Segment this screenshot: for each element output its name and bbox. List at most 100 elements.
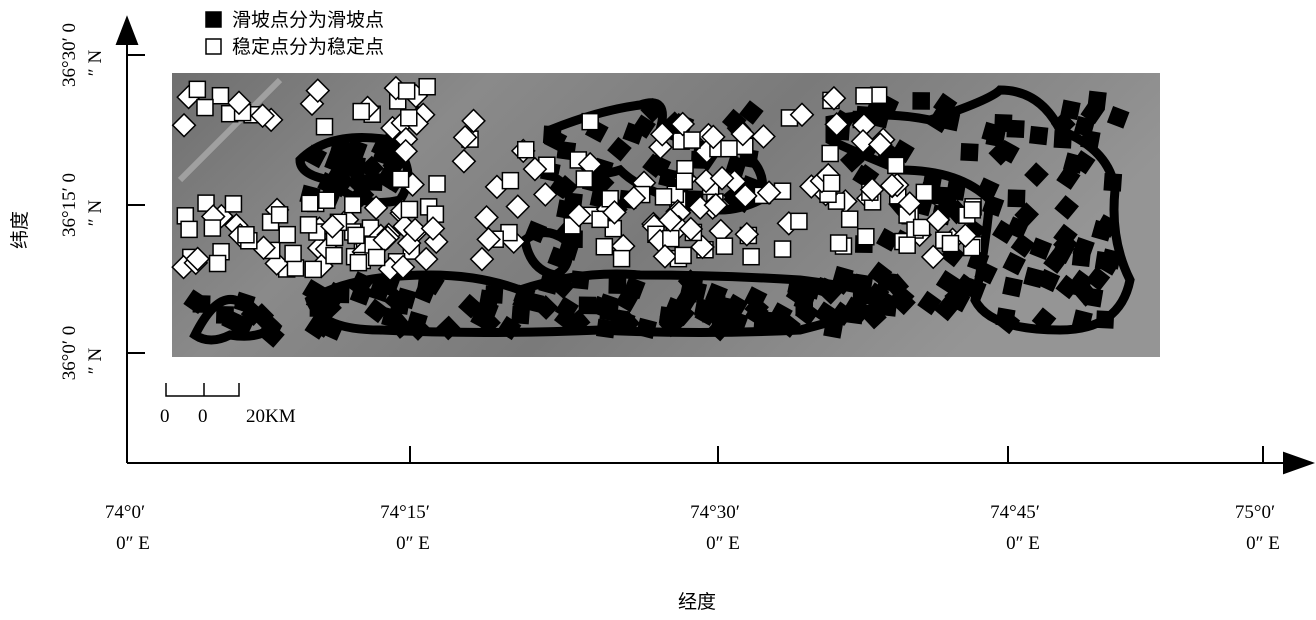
map-figure: 0 0 20KM 滑坡点分为滑坡点 稳定点分为稳定点 经度 纬度 74°0′0″… [0,0,1316,615]
point [1104,174,1121,191]
point [401,110,417,126]
y-tick-label: ″ N [85,200,106,227]
point [609,277,625,293]
point [181,221,197,237]
y-tick-label: 36°0′ 0 [59,326,80,381]
y-tick-label: ″ N [85,348,106,375]
point [502,173,518,189]
point [1072,278,1091,297]
point [596,239,612,255]
point [845,306,863,324]
point [310,300,326,316]
point [684,132,700,148]
point [1008,190,1024,206]
x-tick-label: 0″ E [1246,533,1280,554]
scale-bar [166,383,239,396]
point [353,104,369,120]
point [913,93,929,109]
point [418,273,436,291]
point [326,248,342,264]
point [559,240,579,260]
x-tick-label: 74°15′ [380,502,430,523]
point [1102,249,1121,268]
point [871,87,887,103]
point [319,192,335,208]
x-tick-label: 0″ E [706,533,740,554]
point [212,88,228,104]
point [916,184,932,200]
y-tick-label: 36°30′ 0 [59,23,80,87]
point [637,319,657,339]
point [888,157,904,173]
point [272,207,288,223]
legend-label: 滑坡点分为滑坡点 [232,9,384,31]
point [831,235,847,251]
point [1097,311,1114,328]
point [197,100,213,116]
point [524,293,543,312]
point [721,141,737,157]
point [345,197,361,213]
point [1092,221,1112,241]
point [225,196,241,212]
point [301,217,317,233]
point [1073,310,1092,329]
point [285,245,301,261]
x-tick-label: 74°0′ [105,502,145,523]
y-tick-label: ″ N [85,50,106,77]
scale-label: 0 [198,406,208,427]
x-axis-label: 经度 [678,591,716,613]
point [350,255,366,271]
point [1030,127,1048,145]
point [822,145,838,161]
point [305,261,321,277]
point [614,251,630,267]
point [791,213,807,229]
x-tick-label: 74°30′ [690,502,740,523]
point [429,176,445,192]
point [576,171,592,187]
point [986,128,1005,147]
point [393,171,409,187]
point [539,274,559,294]
point [675,247,691,263]
point [391,296,409,314]
point [210,256,226,272]
scale-label: 20KM [246,406,296,427]
point [348,227,364,243]
point [1054,131,1071,148]
legend-label: 稳定点分为稳定点 [232,36,384,58]
point [1003,277,1022,296]
point [663,231,679,247]
point [518,142,534,158]
legend-swatch [206,12,221,27]
point [961,144,978,161]
point [846,273,865,292]
point [766,313,783,330]
point [1061,100,1080,119]
point [856,88,872,104]
point [399,83,415,99]
point [942,236,958,252]
x-tick-label: 0″ E [116,533,150,554]
point [579,297,595,313]
x-tick-label: 75°0′ [1235,502,1275,523]
point [582,114,598,130]
point [419,79,435,95]
point [571,271,589,289]
x-tick-label: 74°45′ [990,502,1040,523]
point [597,320,615,338]
point [964,202,980,218]
point [480,290,498,308]
y-axis-label: 纬度 [9,211,31,249]
point [1007,120,1024,137]
x-tick-label: 0″ E [1006,533,1040,554]
point [279,227,295,243]
point [676,173,692,189]
point [899,237,915,253]
point [858,229,874,245]
point [1064,153,1084,173]
y-tick-label: 36°15′ 0 [59,173,80,237]
point [1081,130,1100,149]
point [369,249,385,265]
